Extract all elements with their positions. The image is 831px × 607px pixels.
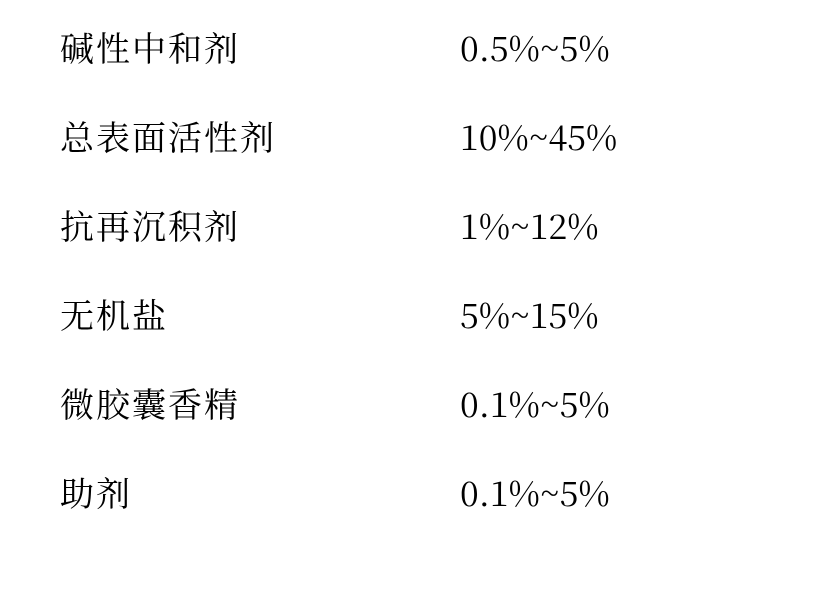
ingredient-name: 抗再沉积剂 — [60, 208, 460, 242]
ingredient-value: 0.1%~5% — [460, 475, 781, 509]
ingredient-value: 5%~15% — [460, 297, 781, 331]
ingredient-value: 0.5%~5% — [460, 30, 781, 64]
ingredient-name: 助剂 — [60, 475, 460, 509]
ingredient-value: 0.1%~5% — [460, 386, 781, 420]
ingredient-value: 1%~12% — [460, 208, 781, 242]
ingredients-table: 碱性中和剂 0.5%~5% 总表面活性剂 10%~45% 抗再沉积剂 1%~12… — [0, 0, 831, 539]
ingredient-name: 碱性中和剂 — [60, 30, 460, 64]
ingredient-name: 无机盐 — [60, 297, 460, 331]
ingredient-value: 10%~45% — [460, 119, 781, 153]
ingredient-name: 微胶囊香精 — [60, 386, 460, 420]
ingredient-name: 总表面活性剂 — [60, 119, 460, 153]
